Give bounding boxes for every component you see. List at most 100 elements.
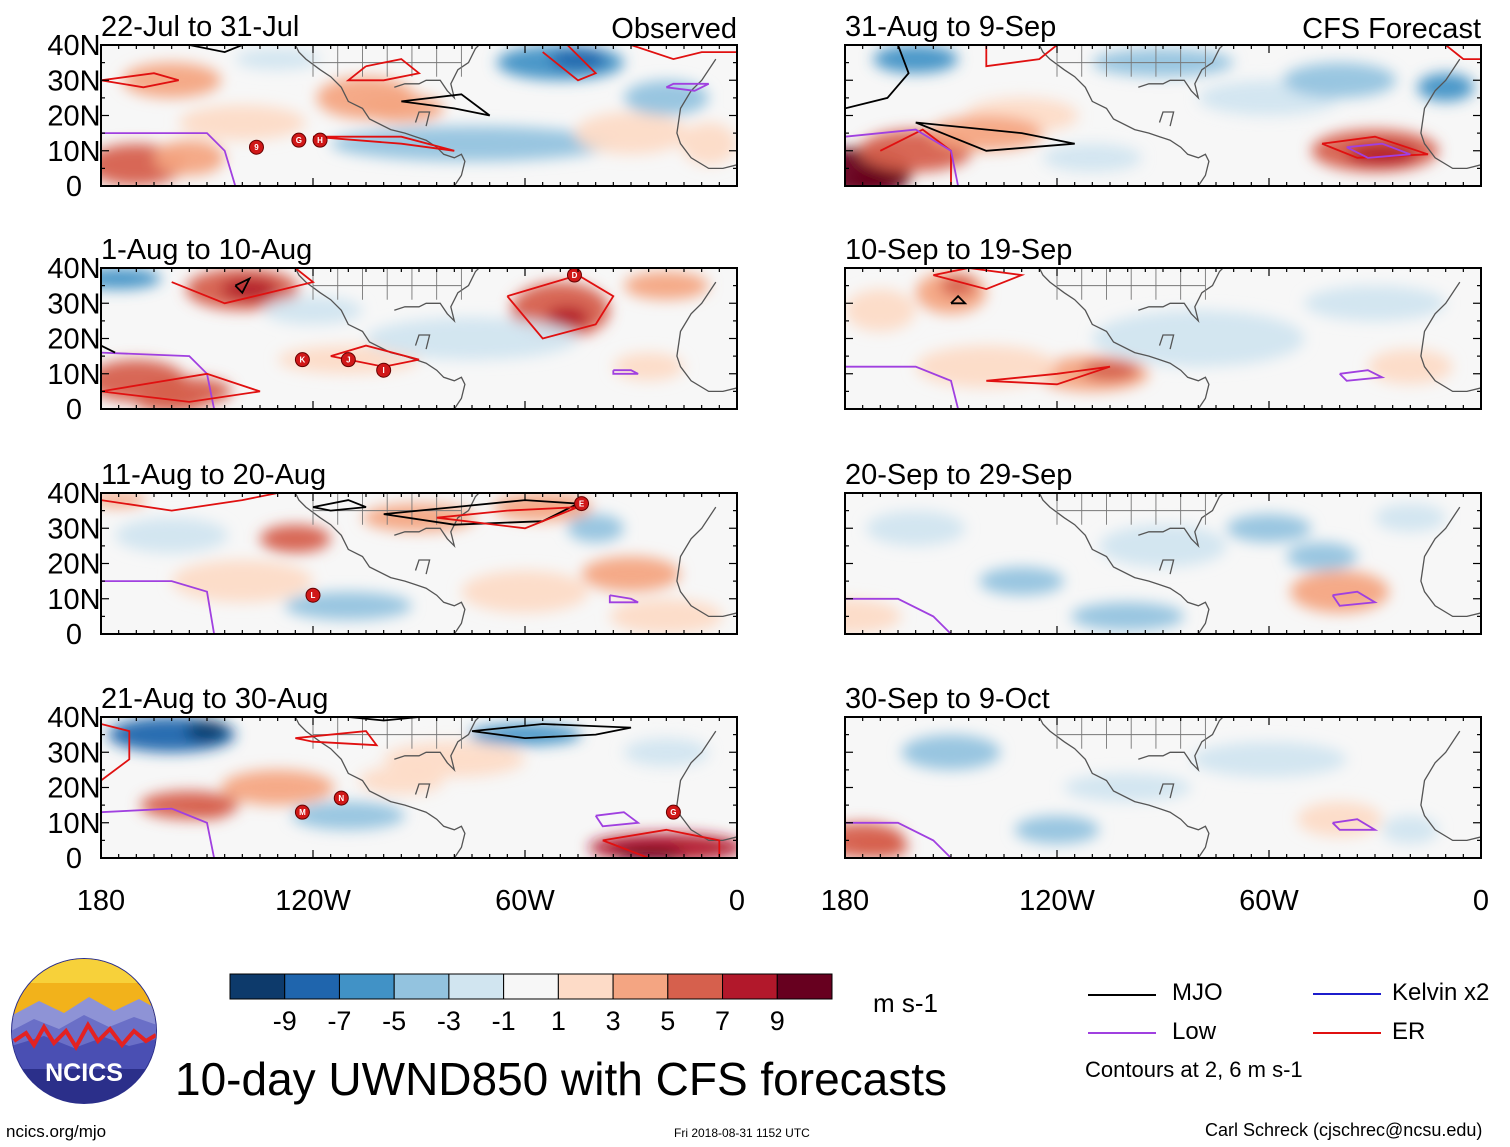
contour-line xyxy=(845,45,910,110)
anomaly-blob xyxy=(291,801,405,830)
contour-line xyxy=(506,274,615,340)
contour-line xyxy=(879,128,952,186)
contour-line xyxy=(189,45,243,54)
colorbar-segment xyxy=(338,973,395,1000)
storm-letter: 9 xyxy=(254,143,259,152)
panel-period-label: 20-Sep to 29-Sep xyxy=(845,459,1072,491)
coastline xyxy=(1158,111,1175,127)
y-tick-label: 40N xyxy=(47,253,100,285)
anomaly-blob xyxy=(1283,62,1397,98)
storm-marker: L xyxy=(305,587,321,603)
anomaly-blob xyxy=(623,271,709,300)
storm-marker: M xyxy=(294,804,310,820)
contour-line xyxy=(1331,590,1378,607)
storm-symbol xyxy=(574,496,590,512)
anomaly-blob xyxy=(613,352,685,381)
colorbar-label: -9 xyxy=(273,1006,297,1036)
storm-marker: 9 xyxy=(248,139,264,155)
y-tick-label: 40N xyxy=(47,702,100,734)
coastline xyxy=(414,111,431,127)
coastline xyxy=(294,45,466,186)
map-content xyxy=(845,493,1481,634)
anomaly-field xyxy=(845,734,1439,858)
colorbar-segment xyxy=(557,973,614,1000)
contour-line xyxy=(986,365,1111,386)
panel-period-label: 31-Aug to 9-Sep xyxy=(845,11,1056,43)
coastline xyxy=(394,493,480,549)
y-tick-label: 20N xyxy=(47,101,100,133)
colorbar-label: 7 xyxy=(715,1006,730,1036)
x-tick-label: 0 xyxy=(729,885,745,917)
legend-line-low xyxy=(1088,1032,1156,1034)
anomaly-blob xyxy=(574,111,688,155)
x-tick-label: 180 xyxy=(821,885,869,917)
anomaly-blob xyxy=(1375,503,1446,532)
coastline xyxy=(1138,45,1224,101)
colorbar: -9 -7 -5 -3 -1 1 3 5 7 9 xyxy=(229,973,833,1036)
colorbar-units: m s-1 xyxy=(873,988,938,1018)
contour-line xyxy=(665,82,710,92)
contour-line xyxy=(612,369,639,375)
anomaly-blob xyxy=(1304,285,1446,321)
anomaly-blob xyxy=(901,734,1001,770)
logo-text: NCICS xyxy=(45,1059,123,1087)
x-tick-label: 60W xyxy=(495,885,555,917)
coastline xyxy=(1038,45,1210,186)
colorbar-label: -1 xyxy=(492,1006,516,1036)
y-tick-label: 40N xyxy=(47,30,100,62)
anomaly-blob xyxy=(1099,524,1227,568)
colorbar-label: -5 xyxy=(382,1006,406,1036)
anomaly-blob xyxy=(1064,773,1192,802)
map-panel-8: 30-Sep to 9-Oct 180 120W 60W 0 xyxy=(821,683,1489,917)
coastline xyxy=(1158,334,1175,350)
anomaly-blob xyxy=(1092,310,1305,367)
y-tick-label: 0 xyxy=(66,171,82,203)
storm-letter: G xyxy=(670,808,676,817)
contour-line xyxy=(101,344,116,354)
contour-line xyxy=(345,58,422,82)
anomaly-blob xyxy=(221,769,335,806)
panel-period-label: 21-Aug to 30-Aug xyxy=(101,683,328,715)
storm-marker: E xyxy=(574,496,590,512)
anomaly-blob xyxy=(284,591,412,620)
y-tick-label: 30N xyxy=(47,288,100,320)
storm-letter: L xyxy=(311,591,316,600)
contour-line xyxy=(330,344,420,368)
legend-label-mjo: MJO xyxy=(1172,979,1223,1006)
contour-line xyxy=(602,828,721,858)
anomaly-blob xyxy=(101,493,147,508)
anomaly-blob xyxy=(263,296,363,325)
colorbar-label: -3 xyxy=(437,1006,461,1036)
contour-line xyxy=(1339,369,1386,382)
anomaly-blob xyxy=(461,570,589,613)
anomaly-blob xyxy=(929,115,1043,151)
contour-line xyxy=(1321,135,1429,159)
anomaly-blob xyxy=(1286,542,1358,571)
legend-line-kelvin xyxy=(1313,993,1381,995)
anomaly-blob xyxy=(873,45,959,74)
contours-note: Contours at 2, 6 m s-1 xyxy=(1085,1057,1303,1082)
panel-period-label: 10-Sep to 19-Sep xyxy=(845,234,1072,266)
anomaly-blob xyxy=(235,48,321,70)
legend-label-er: ER xyxy=(1392,1018,1426,1045)
anomaly-blob xyxy=(1367,349,1453,385)
map-panel-7: 20-Sep to 29-Sep xyxy=(844,459,1482,635)
contour-line xyxy=(985,45,1058,68)
storm-letter: M xyxy=(299,808,306,817)
x-tick-label: 60W xyxy=(1239,885,1299,917)
x-tick-label: 120W xyxy=(275,885,351,917)
anomaly-blob xyxy=(549,48,607,70)
storm-marker: G xyxy=(665,804,681,820)
storm-letter: G xyxy=(296,136,302,145)
contour-line xyxy=(101,723,131,782)
contour-line xyxy=(608,594,639,604)
column-label-forecast: CFS Forecast xyxy=(1302,13,1481,45)
contour-line xyxy=(1331,818,1379,831)
anomaly-blob xyxy=(979,567,1065,596)
anomaly-field xyxy=(108,717,737,858)
storm-marker: G xyxy=(291,132,307,148)
footer-author: Carl Schreck (cjschrec@ncsu.edu) xyxy=(1205,1120,1483,1140)
